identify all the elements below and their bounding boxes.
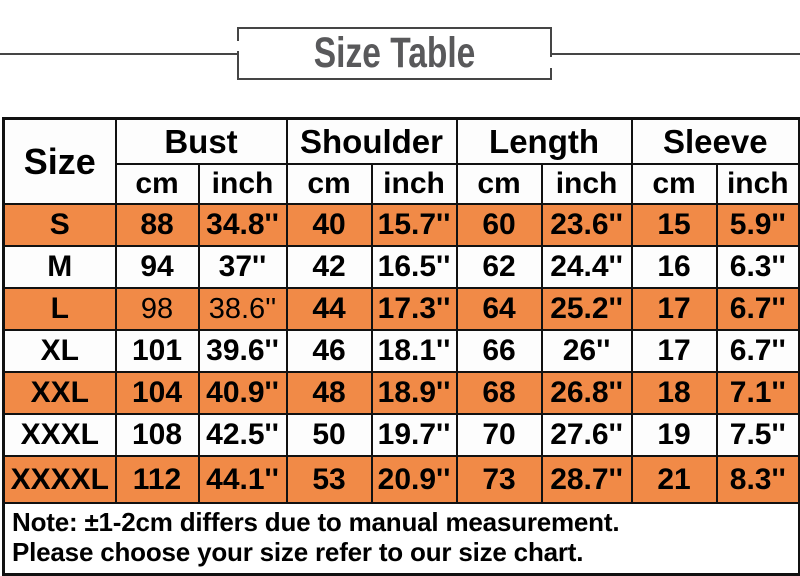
table-row-xxl: XXL 104 40.9'' 48 18.9'' 68 26.8'' 18 7.1'' xyxy=(2,371,800,415)
measurement-value: 68 xyxy=(455,371,543,415)
measurement-value: 66 xyxy=(455,329,543,373)
measurement-value: 26.8'' xyxy=(540,371,633,415)
banner-notch-left xyxy=(236,41,240,51)
size-label: XXL xyxy=(2,371,117,415)
measurement-value: 6.7'' xyxy=(715,329,800,373)
measurement-value: 34.8'' xyxy=(197,203,288,247)
measurement-value: 42 xyxy=(285,245,373,289)
measurement-value: 6.3'' xyxy=(715,245,800,289)
measurement-value: 17 xyxy=(630,287,718,331)
table-row-xl: XL 101 39.6'' 46 18.1'' 66 26'' 17 6.7'' xyxy=(2,329,800,373)
measurement-value: 64 xyxy=(455,287,543,331)
size-label: XL xyxy=(2,329,117,373)
measurement-value: 7.1'' xyxy=(715,371,800,415)
measurement-value: 60 xyxy=(455,203,543,247)
measurement-value: 62 xyxy=(455,245,543,289)
measurement-value: 25.2'' xyxy=(540,287,633,331)
measurement-value: 20.9'' xyxy=(370,455,458,504)
banner-box: Size Table xyxy=(237,27,552,80)
measurement-value: 104 xyxy=(114,371,200,415)
measurement-value: 18 xyxy=(630,371,718,415)
unit-header-inch: inch xyxy=(197,163,288,205)
size-label: S xyxy=(2,203,117,247)
size-table: Size Bust Shoulder Length Sleeve cm inch cm in… xyxy=(2,117,800,576)
notes-cell: Note: ±1-2cm differs due to manual measu… xyxy=(2,502,800,576)
table-row-s: S 88 34.8'' 40 15.7'' 60 23.6'' 15 5.9'' xyxy=(2,203,800,247)
group-header-bust: Bust xyxy=(114,117,288,165)
measurement-value: 16.5'' xyxy=(370,245,458,289)
notes-row: Note: ±1-2cm differs due to manual measu… xyxy=(2,502,800,576)
unit-header-inch: inch xyxy=(715,163,800,205)
table-group-header-row: Size Bust Shoulder Length Sleeve xyxy=(2,117,800,205)
measurement-value: 7.5'' xyxy=(715,413,800,457)
banner-line-left xyxy=(0,53,237,55)
group-header-sleeve: Sleeve xyxy=(630,117,800,165)
measurement-value: 19 xyxy=(630,413,718,457)
size-column-header: Size xyxy=(2,117,117,205)
size-label: XXXL xyxy=(2,413,117,457)
measurement-value: 27.6'' xyxy=(540,413,633,457)
measurement-value: 73 xyxy=(455,455,543,504)
measurement-value: 48 xyxy=(285,371,373,415)
table-row-xxxxl: XXXXL 112 44.1'' 53 20.9'' 73 28.7'' 21 8.3'' xyxy=(2,455,800,504)
measurement-value: 5.9'' xyxy=(715,203,800,247)
table-row-xxxl: XXXL 108 42.5'' 50 19.7'' 70 27.6'' 19 7.5'' xyxy=(2,413,800,457)
table-unit-header-row: cm inch cm inch cm inch cm inch xyxy=(4,163,800,205)
group-header-shoulder: Shoulder xyxy=(285,117,458,165)
measurement-value: 88 xyxy=(114,203,200,247)
measurement-value: 17.3'' xyxy=(370,287,458,331)
size-label: M xyxy=(2,245,117,289)
note-line-1: Note: ±1-2cm differs due to manual measu… xyxy=(12,507,620,537)
size-label: XXXXL xyxy=(2,455,117,504)
table-row-m: M 94 37'' 42 16.5'' 62 24.4'' 16 6.3'' xyxy=(2,245,800,289)
measurement-value: 19.7'' xyxy=(370,413,458,457)
measurement-value: 38.6'' xyxy=(197,287,288,331)
unit-header-cm: cm xyxy=(630,163,718,205)
measurement-value: 18.1'' xyxy=(370,329,458,373)
measurement-value: 6.7'' xyxy=(715,287,800,331)
measurement-value: 23.6'' xyxy=(540,203,633,247)
banner-line-right xyxy=(552,53,800,55)
measurement-value: 21 xyxy=(630,455,718,504)
measurement-value: 15 xyxy=(630,203,718,247)
measurement-value: 26'' xyxy=(540,329,633,373)
unit-header-inch: inch xyxy=(540,163,633,205)
size-label: L xyxy=(2,287,117,331)
measurement-value: 8.3'' xyxy=(715,455,800,504)
measurement-value: 46 xyxy=(285,329,373,373)
group-header-length: Length xyxy=(455,117,633,165)
measurement-value: 108 xyxy=(114,413,200,457)
measurement-value: 39.6'' xyxy=(197,329,288,373)
measurement-value: 98 xyxy=(114,287,200,331)
measurement-value: 112 xyxy=(114,455,200,504)
measurement-value: 53 xyxy=(285,455,373,504)
measurement-value: 18.9'' xyxy=(370,371,458,415)
unit-header-inch: inch xyxy=(370,163,458,205)
measurement-value: 70 xyxy=(455,413,543,457)
measurement-value: 16 xyxy=(630,245,718,289)
measurement-value: 40 xyxy=(285,203,373,247)
table-row-l: L 98 38.6'' 44 17.3'' 64 25.2'' 17 6.7'' xyxy=(2,287,800,331)
measurement-value: 24.4'' xyxy=(540,245,633,289)
measurement-value: 37'' xyxy=(197,245,288,289)
measurement-value: 44 xyxy=(285,287,373,331)
measurement-value: 28.7'' xyxy=(540,455,633,504)
measurement-value: 17 xyxy=(630,329,718,373)
banner-notch-right xyxy=(549,57,555,68)
unit-header-cm: cm xyxy=(285,163,373,205)
measurement-value: 94 xyxy=(114,245,200,289)
measurement-value: 15.7'' xyxy=(370,203,458,247)
measurement-value: 40.9'' xyxy=(197,371,288,415)
measurement-value: 44.1'' xyxy=(197,455,288,504)
note-line-2: Please choose your size refer to our siz… xyxy=(12,537,584,567)
measurement-value: 42.5'' xyxy=(197,413,288,457)
unit-header-cm: cm xyxy=(114,163,200,205)
unit-header-cm: cm xyxy=(455,163,543,205)
measurement-value: 101 xyxy=(114,329,200,373)
page-title: Size Table xyxy=(313,29,476,77)
measurement-value: 50 xyxy=(285,413,373,457)
